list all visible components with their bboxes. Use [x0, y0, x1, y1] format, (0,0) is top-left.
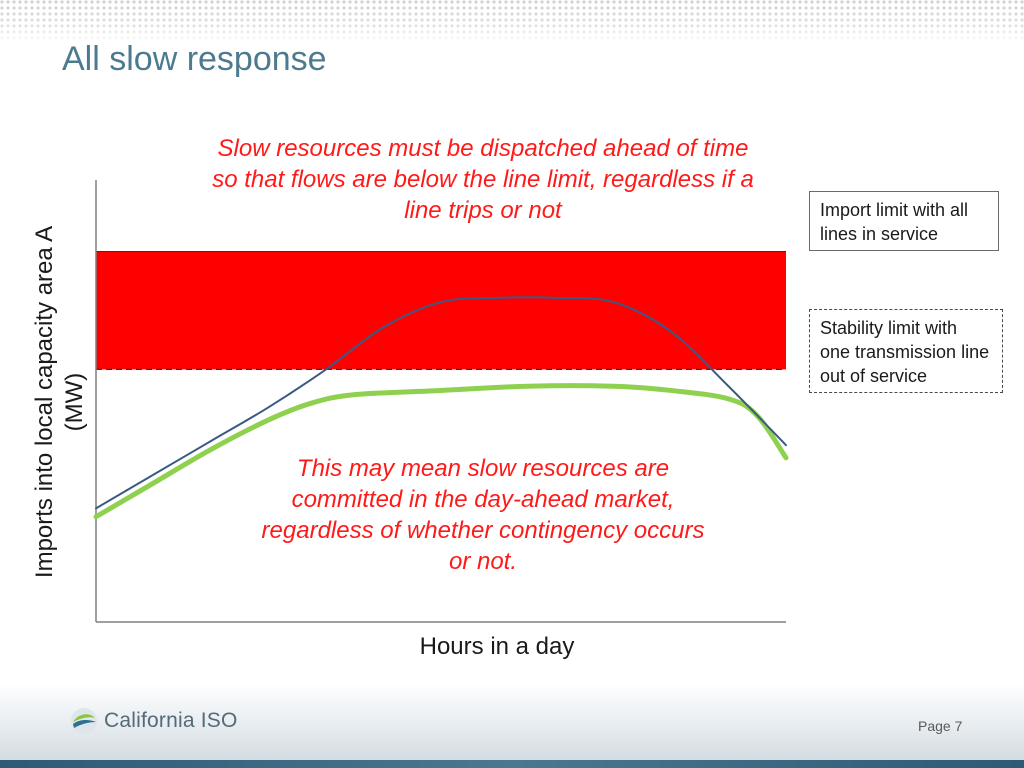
legend-stability-limit: Stability limit with one transmission li…: [809, 309, 1003, 393]
logo-text: California ISO: [104, 709, 238, 732]
header-fade: [0, 0, 1024, 42]
annotation-top: Slow resources must be dispatched ahead …: [212, 135, 754, 224]
footer-band: [0, 684, 1024, 768]
x-axis-label: Hours in a day: [419, 633, 575, 660]
page-number: Page 7: [918, 718, 963, 734]
y-axis-label: Imports into local capacity area A (MW): [31, 225, 88, 579]
limit-band: [96, 251, 786, 370]
series-layer: [93, 296, 789, 520]
footer-stripe: [0, 760, 1024, 768]
legend-import-limit: Import limit with all lines in service: [809, 191, 999, 251]
slide-title: All slow response: [62, 40, 327, 78]
annotation-middle: This may mean slow resources are committ…: [261, 455, 705, 575]
california-iso-logo-icon: [71, 708, 97, 734]
logo: California ISO: [70, 707, 238, 735]
series-green-line: [93, 383, 789, 520]
series-blue-line: [95, 296, 787, 510]
